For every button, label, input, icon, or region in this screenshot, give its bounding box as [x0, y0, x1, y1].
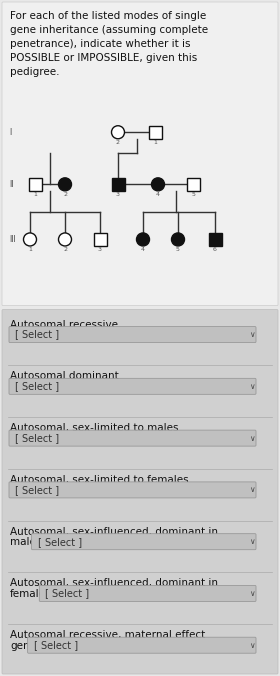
Text: ∨: ∨	[249, 433, 255, 443]
Text: ∨: ∨	[249, 589, 255, 598]
Circle shape	[171, 233, 185, 246]
Text: 1: 1	[28, 247, 32, 252]
Text: For each of the listed modes of single
gene inheritance (assuming complete
penet: For each of the listed modes of single g…	[10, 11, 208, 77]
Text: 6: 6	[213, 247, 217, 252]
Circle shape	[59, 233, 71, 246]
Text: [ Select ]: [ Select ]	[15, 330, 59, 339]
Circle shape	[59, 178, 71, 191]
Circle shape	[151, 178, 165, 191]
FancyBboxPatch shape	[94, 233, 106, 246]
Text: I: I	[9, 128, 11, 137]
Text: males: males	[10, 537, 41, 547]
FancyBboxPatch shape	[28, 637, 256, 653]
FancyBboxPatch shape	[39, 585, 256, 602]
Text: [ Select ]: [ Select ]	[34, 640, 78, 650]
Text: Autosomal dominant: Autosomal dominant	[10, 371, 119, 381]
Text: ∨: ∨	[249, 485, 255, 494]
Text: 3: 3	[98, 247, 102, 252]
FancyBboxPatch shape	[9, 379, 256, 394]
FancyBboxPatch shape	[111, 178, 125, 191]
FancyBboxPatch shape	[9, 482, 256, 498]
Text: III: III	[9, 235, 16, 244]
Text: II: II	[9, 180, 13, 189]
Text: 4: 4	[156, 192, 160, 197]
Text: [ Select ]: [ Select ]	[38, 537, 82, 547]
Circle shape	[137, 233, 150, 246]
Text: 4: 4	[141, 247, 145, 252]
Circle shape	[111, 126, 125, 139]
Text: [ Select ]: [ Select ]	[45, 588, 89, 598]
Text: ∨: ∨	[249, 330, 255, 339]
Text: 2: 2	[63, 247, 67, 252]
Text: Autosomal recessive: Autosomal recessive	[10, 320, 118, 330]
Circle shape	[24, 233, 36, 246]
FancyBboxPatch shape	[9, 327, 256, 343]
Text: 1: 1	[33, 192, 37, 197]
Text: ∨: ∨	[249, 537, 255, 546]
Text: 1: 1	[153, 140, 157, 145]
Text: Autosomal, sex-influenced, dominant in: Autosomal, sex-influenced, dominant in	[10, 527, 218, 537]
Text: [ Select ]: [ Select ]	[15, 485, 59, 495]
Text: Autosomal, sex-limited to females: Autosomal, sex-limited to females	[10, 475, 189, 485]
Text: 5: 5	[191, 192, 195, 197]
Text: 2: 2	[63, 192, 67, 197]
Text: ∨: ∨	[249, 382, 255, 391]
Text: gene: gene	[10, 641, 36, 651]
Text: Autosomal, sex-limited to males: Autosomal, sex-limited to males	[10, 423, 179, 433]
Text: Autosomal recessive, maternal effect: Autosomal recessive, maternal effect	[10, 630, 205, 640]
Text: [ Select ]: [ Select ]	[15, 433, 59, 443]
Text: ∨: ∨	[249, 641, 255, 650]
FancyBboxPatch shape	[2, 310, 278, 674]
FancyBboxPatch shape	[9, 430, 256, 446]
FancyBboxPatch shape	[29, 178, 41, 191]
Text: 3: 3	[116, 192, 120, 197]
FancyBboxPatch shape	[186, 178, 199, 191]
FancyBboxPatch shape	[209, 233, 221, 246]
Text: [ Select ]: [ Select ]	[15, 381, 59, 391]
Text: 2: 2	[116, 140, 120, 145]
FancyBboxPatch shape	[148, 126, 162, 139]
Text: Autosomal, sex-influenced, dominant in: Autosomal, sex-influenced, dominant in	[10, 579, 218, 588]
Text: 5: 5	[176, 247, 180, 252]
Text: females: females	[10, 589, 52, 599]
FancyBboxPatch shape	[2, 2, 278, 306]
FancyBboxPatch shape	[31, 533, 256, 550]
